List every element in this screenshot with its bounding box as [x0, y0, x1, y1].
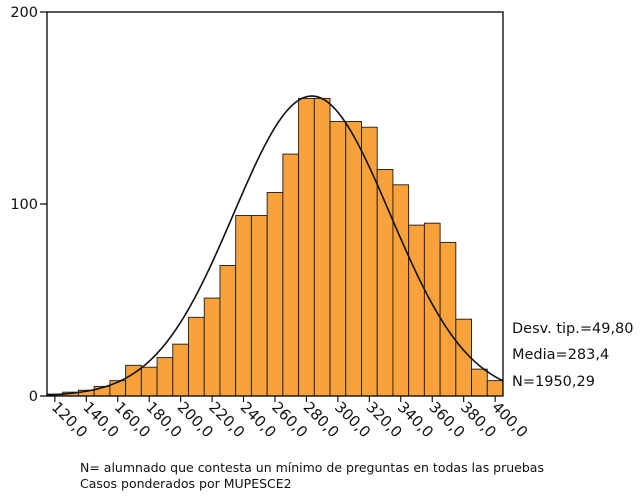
histogram-bar: [439, 241, 457, 397]
histogram-bar: [313, 97, 331, 397]
histogram-bar: [156, 357, 174, 397]
histogram-bar: [282, 153, 300, 397]
mean-label: Media=283,4: [512, 347, 610, 363]
histogram-bar: [471, 368, 488, 397]
histogram-bar: [423, 222, 441, 397]
histogram-bar: [203, 297, 221, 397]
histogram-bar: [329, 120, 347, 397]
histogram-bar: [250, 215, 268, 397]
histogram-bar: [188, 316, 205, 397]
histogram-bar: [172, 343, 189, 397]
footnote-population: N= alumnado que contesta un mínimo de pr…: [80, 460, 544, 475]
n-label: N=1950,29: [512, 374, 595, 390]
histogram-bar: [219, 264, 237, 397]
histogram-bar: [298, 97, 315, 397]
histogram-bar: [408, 224, 425, 397]
histogram-bar: [235, 215, 252, 397]
y-axis-ticks: 0 100 200: [10, 5, 47, 405]
histogram-bar: [140, 366, 158, 397]
histogram-bar: [455, 318, 473, 397]
histogram-bars: [46, 97, 504, 397]
y-tick-label: 100: [10, 197, 38, 213]
histogram-bar: [392, 184, 410, 397]
y-tick-label: 200: [10, 5, 38, 21]
std-deviation-label: Desv. tip.=49,80: [512, 321, 634, 337]
histogram-bar: [266, 192, 284, 397]
x-tick-label: 400,0: [488, 398, 531, 441]
histogram-bar: [486, 380, 504, 397]
histogram-bar: [345, 120, 362, 397]
normal-curve: [46, 95, 504, 396]
x-axis-ticks: 120,0140,0160,0180,0200,0220,0240,0260,0…: [48, 396, 531, 441]
footnote-weighting: Casos ponderados por MUPESCE2: [80, 476, 292, 491]
y-tick-label: 0: [29, 389, 38, 405]
